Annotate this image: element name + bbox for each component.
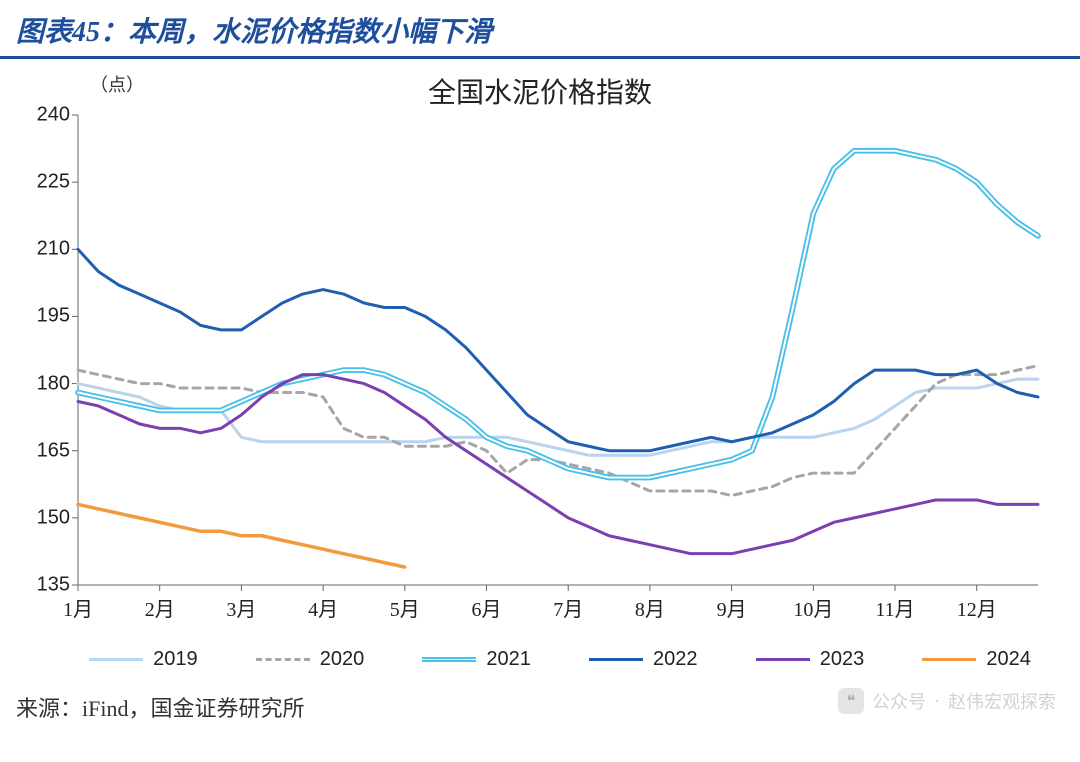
legend-swatch <box>589 658 643 661</box>
watermark-name: 赵伟宏观探索 <box>948 688 1056 714</box>
legend-item-2022: 2022 <box>589 648 698 671</box>
legend-item-2024: 2024 <box>922 648 1031 671</box>
x-tick-label: 6月 <box>472 585 502 622</box>
x-tick-label: 8月 <box>635 585 665 622</box>
chart-container: 全国水泥价格指数 （点） 1351501651801952102252401月2… <box>0 65 1080 685</box>
legend-label: 2023 <box>820 648 865 671</box>
watermark: ❝ 公众号 · 赵伟宏观探索 <box>838 688 1056 714</box>
x-tick-label: 2月 <box>145 585 175 622</box>
legend-label: 2024 <box>986 648 1031 671</box>
legend-item-2023: 2023 <box>756 648 865 671</box>
legend-swatch <box>89 658 143 661</box>
legend: 2019 2020 2021 2022 2023 2024 <box>60 648 1060 671</box>
legend-swatch <box>922 658 976 661</box>
legend-item-2020: 2020 <box>256 648 365 671</box>
legend-label: 2022 <box>653 648 698 671</box>
figure-title: 图表45：本周，水泥价格指数小幅下滑 <box>0 0 1080 56</box>
unit-label: （点） <box>90 71 144 97</box>
legend-swatch <box>422 657 476 662</box>
chart-title: 全国水泥价格指数 <box>0 71 1080 111</box>
wechat-icon: ❝ <box>838 688 864 714</box>
y-tick-label: 150 <box>37 506 78 529</box>
plot-area: 1351501651801952102252401月2月3月4月5月6月7月8月… <box>78 115 1038 585</box>
x-tick-label: 4月 <box>308 585 338 622</box>
x-tick-label: 7月 <box>553 585 583 622</box>
x-tick-label: 1月 <box>63 585 93 622</box>
y-tick-label: 180 <box>37 372 78 395</box>
x-tick-label: 5月 <box>390 585 420 622</box>
legend-swatch <box>256 658 310 661</box>
y-tick-label: 240 <box>37 104 78 127</box>
legend-swatch <box>756 658 810 661</box>
watermark-prefix: 公众号 <box>872 688 926 714</box>
title-underline <box>0 56 1080 59</box>
x-tick-label: 11月 <box>875 585 914 622</box>
legend-item-2021: 2021 <box>422 648 531 671</box>
x-tick-label: 12月 <box>957 585 997 622</box>
y-tick-label: 210 <box>37 238 78 261</box>
y-tick-label: 195 <box>37 305 78 328</box>
watermark-sep: · <box>934 691 940 712</box>
legend-label: 2020 <box>320 648 365 671</box>
x-tick-label: 3月 <box>226 585 256 622</box>
x-tick-label: 10月 <box>793 585 833 622</box>
plot-svg <box>78 115 1038 585</box>
y-tick-label: 165 <box>37 439 78 462</box>
x-tick-label: 9月 <box>717 585 747 622</box>
legend-label: 2021 <box>486 648 531 671</box>
legend-item-2019: 2019 <box>89 648 198 671</box>
y-tick-label: 225 <box>37 171 78 194</box>
legend-label: 2019 <box>153 648 198 671</box>
